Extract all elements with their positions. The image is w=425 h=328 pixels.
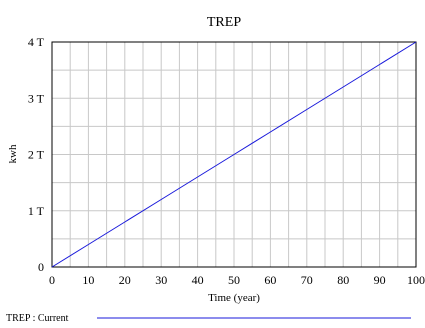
x-axis-ticks: 0 10 20 30 40 50 60 70 80 90 100 <box>49 273 425 287</box>
series-line-trep-current <box>51 41 417 268</box>
x-tick-label: 60 <box>264 273 276 287</box>
x-tick-label: 70 <box>301 273 313 287</box>
y-axis-ticks: 0 1 T 2 T 3 T 4 T <box>28 35 45 274</box>
series-layer <box>51 41 417 268</box>
y-tick-label: 3 T <box>28 91 45 105</box>
plot-frame <box>51 41 417 268</box>
x-tick-label: 30 <box>155 273 167 287</box>
x-tick-label: 0 <box>49 273 55 287</box>
x-tick-label: 10 <box>82 273 94 287</box>
x-tick-label: 90 <box>374 273 386 287</box>
x-axis-title: Time (year) <box>208 292 260 304</box>
chart-title: TREP <box>207 15 241 30</box>
y-tick-label: 0 <box>38 260 44 274</box>
x-tick-label: 20 <box>119 273 131 287</box>
legend: TREP : Current <box>6 313 411 324</box>
y-tick-label: 1 T <box>28 204 45 218</box>
x-tick-label: 80 <box>337 273 349 287</box>
x-tick-label: 100 <box>407 273 425 287</box>
x-tick-label: 40 <box>192 273 204 287</box>
gridlines <box>52 42 416 267</box>
legend-label-trep-current: TREP : Current <box>6 313 69 323</box>
x-tick-label: 50 <box>228 273 240 287</box>
y-tick-label: 2 T <box>28 148 45 162</box>
y-tick-label: 4 T <box>28 35 45 49</box>
y-axis-title: kwh <box>7 144 19 163</box>
